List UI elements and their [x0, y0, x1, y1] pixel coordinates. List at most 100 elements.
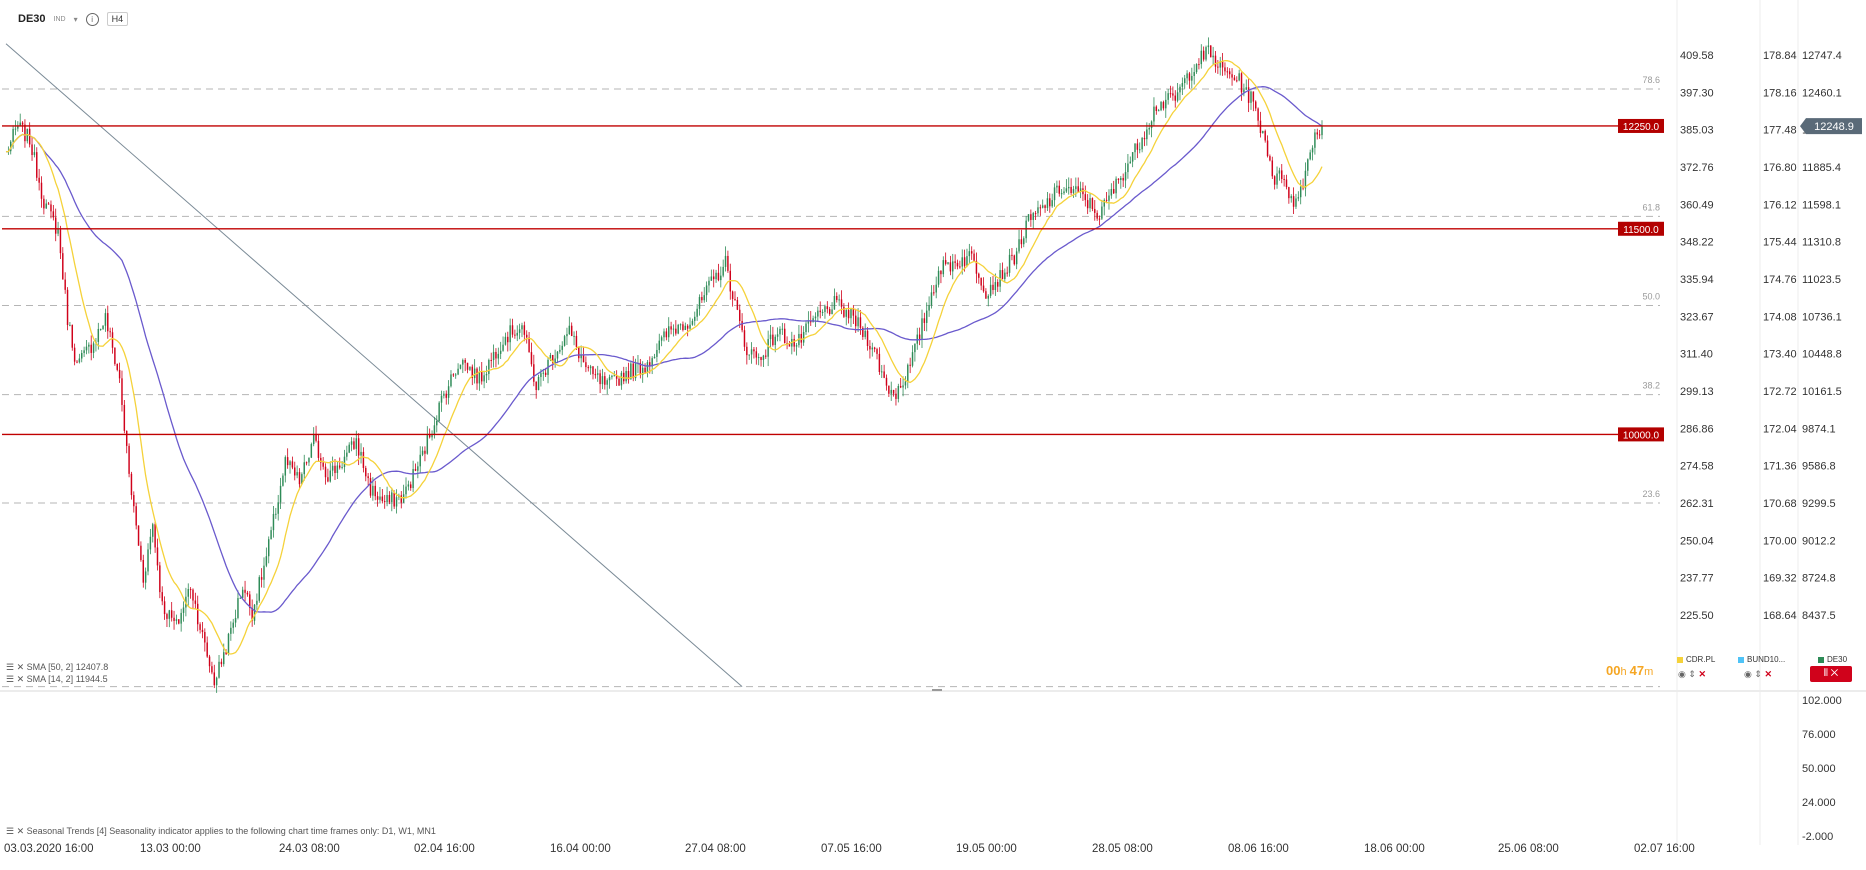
candle-body	[741, 321, 743, 331]
candle-body	[294, 467, 296, 476]
candle	[130, 471, 133, 500]
candle-body	[62, 253, 64, 280]
timeframe-select[interactable]: H4	[106, 12, 129, 26]
candle	[1245, 79, 1247, 90]
chevron-down-icon[interactable]: ▾	[73, 14, 78, 24]
candle-body	[1278, 170, 1281, 174]
candle	[762, 354, 765, 368]
axis-tertiary-tick: 323.67	[1680, 311, 1714, 323]
candle-body	[502, 344, 504, 351]
info-icon[interactable]: i	[85, 12, 99, 26]
candle-body	[154, 524, 156, 548]
candle	[885, 374, 888, 391]
candle-body	[149, 536, 152, 550]
candle-body	[1228, 71, 1231, 75]
candle-body	[440, 395, 443, 403]
close-icon[interactable]: ✕	[1764, 669, 1772, 679]
overlay-controls-de30[interactable]: ⫴ ✕	[1810, 666, 1852, 682]
candle	[694, 311, 696, 326]
candle	[975, 252, 978, 284]
candle-body	[992, 284, 994, 291]
candle	[840, 290, 843, 315]
candle	[907, 363, 909, 389]
candle	[213, 664, 216, 689]
candle	[701, 291, 703, 303]
candle	[537, 374, 540, 391]
indicator-menu-icon[interactable]: ☰	[6, 826, 15, 836]
candle	[1297, 191, 1300, 202]
candle	[471, 364, 474, 386]
eye-icon[interactable]: ◉	[1744, 669, 1752, 679]
candle	[944, 252, 947, 266]
candle	[1143, 131, 1146, 147]
candle	[705, 281, 708, 302]
overlay-tag-bund[interactable]: BUND10...	[1738, 655, 1785, 664]
candle-body	[21, 122, 24, 125]
candle	[873, 346, 876, 353]
close-icon[interactable]: ✕	[1698, 669, 1706, 679]
axis-tertiary-tick: 237.77	[1680, 573, 1714, 585]
overlay-tag-de30[interactable]: DE30	[1818, 655, 1847, 664]
candle	[1032, 211, 1034, 230]
candle-body	[859, 317, 862, 328]
candle-body	[840, 299, 843, 307]
candle	[1086, 194, 1089, 215]
fib-level-label: 38.2	[1642, 381, 1660, 391]
candle-body	[982, 285, 985, 292]
indicator-legend-sma14[interactable]: ☰ ✕ SMA [14, 2] 11944.5	[6, 674, 108, 685]
indicator-legend-sma50[interactable]: ☰ ✕ SMA [50, 2] 12407.8	[6, 662, 108, 673]
candle	[1039, 204, 1042, 216]
overlay-controls-bund[interactable]: ◉ ⇕ ✕	[1744, 669, 1772, 680]
candles-icon[interactable]: ⫴	[1823, 668, 1828, 679]
candle-body	[417, 466, 419, 471]
close-icon[interactable]: ✕	[1830, 668, 1839, 679]
indicator-close-icon[interactable]: ✕	[16, 662, 25, 672]
candle-body	[1191, 75, 1193, 81]
indicator-menu-icon[interactable]: ☰	[6, 674, 15, 684]
candle	[724, 246, 727, 272]
candle	[1120, 176, 1122, 189]
axis-tertiary-tick: 409.58	[1680, 50, 1714, 62]
symbol-name[interactable]: DE30	[18, 13, 46, 25]
candle	[277, 494, 279, 521]
candle-body	[426, 434, 429, 454]
countdown-hours: 00	[1606, 663, 1621, 678]
candle-body	[66, 289, 69, 325]
candle	[1252, 91, 1255, 112]
candle-body	[963, 257, 966, 266]
overlay-controls-cdr[interactable]: ◉ ⇕ ✕	[1678, 669, 1706, 680]
candle-body	[1295, 198, 1297, 207]
candle-body	[1169, 93, 1172, 95]
overlay-tag-cdr[interactable]: CDR.PL	[1677, 655, 1715, 664]
candle-body	[755, 351, 758, 358]
candle-body	[360, 451, 362, 456]
arrows-icon[interactable]: ⇕	[1688, 669, 1696, 679]
indicator-close-icon[interactable]: ✕	[16, 674, 25, 684]
candle-body	[987, 295, 989, 299]
candle-body	[81, 353, 83, 359]
candle	[459, 364, 462, 370]
eye-icon[interactable]: ◉	[1678, 669, 1686, 679]
candle-body	[1273, 176, 1276, 185]
candle-body	[895, 393, 897, 399]
candle	[1155, 105, 1158, 115]
candle-body	[1254, 101, 1257, 109]
axis-primary-tick: 12460.1	[1802, 87, 1842, 99]
candle-body	[1160, 102, 1162, 111]
arrows-icon[interactable]: ⇕	[1754, 669, 1762, 679]
indicator-close-icon[interactable]: ✕	[16, 826, 25, 836]
candle	[123, 399, 126, 434]
candle-body	[92, 343, 95, 353]
candle	[585, 356, 587, 373]
candle	[388, 491, 391, 505]
candle-body	[980, 277, 982, 286]
candle-body	[696, 308, 698, 317]
candle	[218, 655, 220, 679]
sub-panel-legend[interactable]: ☰ ✕ Seasonal Trends [4] Seasonality indi…	[6, 826, 436, 837]
axis-secondary-tick: 176.12	[1763, 199, 1797, 211]
candle	[575, 330, 578, 351]
indicator-menu-icon[interactable]: ☰	[6, 662, 15, 672]
candle-body	[892, 389, 895, 394]
candles	[7, 37, 1323, 693]
